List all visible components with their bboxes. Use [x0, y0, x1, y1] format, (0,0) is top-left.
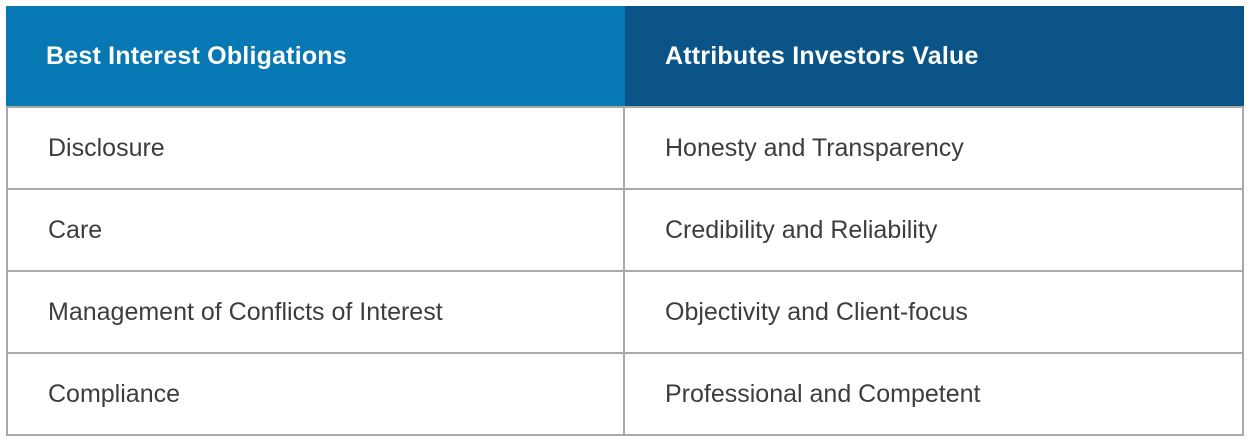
cell-obligation: Compliance — [8, 354, 625, 434]
cell-obligation: Disclosure — [8, 108, 625, 188]
cell-attribute: Credibility and Reliability — [665, 215, 938, 244]
table-row: Disclosure Honesty and Transparency — [8, 108, 1242, 190]
cell-attribute: Objectivity and Client-focus — [665, 297, 968, 326]
cell-attribute: Professional and Competent — [665, 379, 981, 408]
cell-attribute: Honesty and Transparency — [665, 133, 964, 162]
table-row: Compliance Professional and Competent — [8, 354, 1242, 434]
cell-obligation: Care — [8, 190, 625, 270]
cell-obligation: Management of Conflicts of Interest — [8, 272, 625, 352]
best-interest-table: Best Interest Obligations Attributes Inv… — [6, 6, 1244, 436]
table-body: Disclosure Honesty and Transparency Care… — [6, 106, 1244, 436]
column-header-best-interest-obligations: Best Interest Obligations — [6, 6, 625, 106]
table-row: Care Credibility and Reliability — [8, 190, 1242, 272]
table-row: Management of Conflicts of Interest Obje… — [8, 272, 1242, 354]
table-header-row: Best Interest Obligations Attributes Inv… — [6, 6, 1244, 106]
column-header-attributes-investors-value: Attributes Investors Value — [625, 6, 1244, 106]
